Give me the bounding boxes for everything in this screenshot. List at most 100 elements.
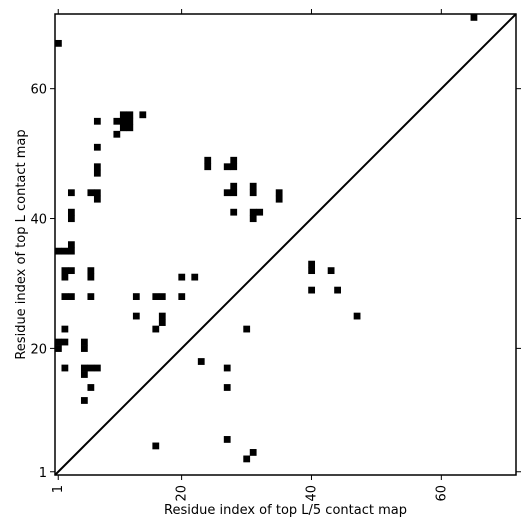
- contact-cell-lower: [87, 364, 95, 372]
- contact-cell-lower: [80, 338, 88, 346]
- x-tick-label: 1: [51, 485, 66, 493]
- contact-cell-lower: [204, 163, 212, 171]
- plot-frame: [54, 13, 517, 476]
- contact-cell-lower: [80, 397, 88, 404]
- contact-cell-lower: [61, 325, 69, 333]
- contact-cell-lower: [55, 39, 62, 47]
- y-tick-label: 60: [30, 83, 47, 98]
- contact-cell-lower: [93, 195, 101, 203]
- contact-cell-lower: [93, 364, 101, 372]
- contact-cell-lower: [230, 182, 238, 190]
- x-tick-label: 40: [304, 485, 319, 502]
- contact-cell-lower: [55, 247, 62, 255]
- contact-cell-lower: [55, 338, 62, 346]
- contact-cell-lower: [152, 442, 160, 450]
- contact-cell-lower: [119, 117, 127, 125]
- contact-cell-lower: [249, 449, 257, 456]
- contact-cell-lower: [223, 384, 231, 391]
- contact-cell-lower: [308, 286, 316, 294]
- contact-cell-lower: [67, 241, 75, 249]
- contact-cell-lower: [132, 293, 140, 300]
- contact-cell-lower: [353, 312, 361, 320]
- contact-cell-lower: [93, 163, 101, 171]
- contact-cell-lower: [119, 111, 127, 119]
- y-tick-label: 40: [30, 213, 47, 228]
- contact-cell-lower: [197, 358, 205, 365]
- contact-cell-lower: [256, 208, 264, 216]
- contact-cell-lower: [80, 345, 88, 352]
- contact-cell-lower: [80, 364, 88, 372]
- contact-cell-lower: [126, 124, 134, 132]
- diagonal-line: [54, 13, 517, 476]
- contact-cell-lower: [67, 267, 75, 275]
- contact-cell-lower: [67, 215, 75, 223]
- contact-cell-lower: [249, 182, 257, 190]
- contact-cell-lower: [249, 189, 257, 197]
- contact-cells: [55, 14, 478, 463]
- x-axis-label: Residue index of top L/5 contact map: [164, 503, 407, 518]
- contact-cell-lower: [223, 364, 231, 372]
- contact-cell-lower: [191, 273, 199, 281]
- contact-cell-lower: [308, 267, 316, 275]
- contact-cell-lower: [93, 117, 101, 125]
- contact-cell-lower: [158, 293, 166, 300]
- contact-cell-lower: [152, 293, 160, 300]
- contact-cell-lower: [243, 455, 251, 463]
- contact-cell-lower: [126, 117, 134, 125]
- contact-cell-upper: [470, 14, 478, 21]
- contact-cell-lower: [132, 312, 140, 320]
- contact-cell-lower: [67, 189, 75, 197]
- contact-cell-lower: [93, 189, 101, 197]
- contact-cell-lower: [230, 163, 238, 171]
- contact-cell-lower: [113, 117, 121, 125]
- contact-cell-lower: [93, 169, 101, 177]
- contact-cell-lower: [67, 293, 75, 300]
- contact-cell-lower: [87, 293, 95, 300]
- contact-cell-lower: [61, 273, 69, 281]
- x-tick-label: 20: [175, 485, 190, 502]
- contact-cell-lower: [113, 130, 121, 138]
- contact-cell-lower: [230, 208, 238, 216]
- y-tick-label: 1: [39, 466, 47, 481]
- contact-cell-lower: [249, 215, 257, 223]
- contact-cell-lower: [87, 384, 95, 391]
- contact-cell-lower: [61, 338, 69, 346]
- contact-cell-lower: [327, 267, 335, 275]
- contact-cell-lower: [158, 312, 166, 320]
- contact-cell-lower: [139, 111, 147, 119]
- contact-cell-lower: [80, 371, 88, 378]
- contact-cell-lower: [223, 436, 231, 443]
- contact-cell-lower: [249, 208, 257, 216]
- contact-cell-lower: [87, 273, 95, 281]
- contact-cell-lower: [223, 163, 231, 171]
- contact-cell-lower: [87, 267, 95, 275]
- contact-cell-lower: [230, 156, 238, 164]
- contact-cell-lower: [308, 260, 316, 268]
- contact-cell-lower: [275, 195, 283, 203]
- contact-cell-lower: [61, 247, 69, 255]
- contact-cell-lower: [55, 345, 62, 352]
- contact-cell-lower: [230, 189, 238, 197]
- contact-cell-lower: [275, 189, 283, 197]
- contact-cell-lower: [178, 273, 186, 281]
- x-tick-label: 60: [434, 485, 449, 502]
- contact-cell-lower: [178, 293, 186, 300]
- contact-cell-lower: [243, 325, 251, 333]
- contact-cell-lower: [87, 189, 95, 197]
- contact-cell-lower: [126, 111, 134, 119]
- contact-cell-lower: [61, 364, 69, 372]
- contact-cell-lower: [158, 319, 166, 326]
- contact-cell-lower: [61, 293, 69, 300]
- contact-cell-lower: [204, 156, 212, 164]
- contact-cell-lower: [334, 286, 341, 294]
- contact-cell-lower: [67, 208, 75, 216]
- y-tick-label: 20: [30, 342, 47, 357]
- contact-cell-lower: [67, 247, 75, 255]
- y-axis-label: Residue index of top L contact map: [14, 129, 29, 359]
- contact-cell-lower: [93, 143, 101, 151]
- contact-cell-lower: [152, 325, 160, 333]
- axis-ticks: 1 20 40 60 1 20 40 60: [30, 9, 521, 502]
- contact-cell-lower: [223, 189, 231, 197]
- contact-cell-lower: [119, 124, 127, 132]
